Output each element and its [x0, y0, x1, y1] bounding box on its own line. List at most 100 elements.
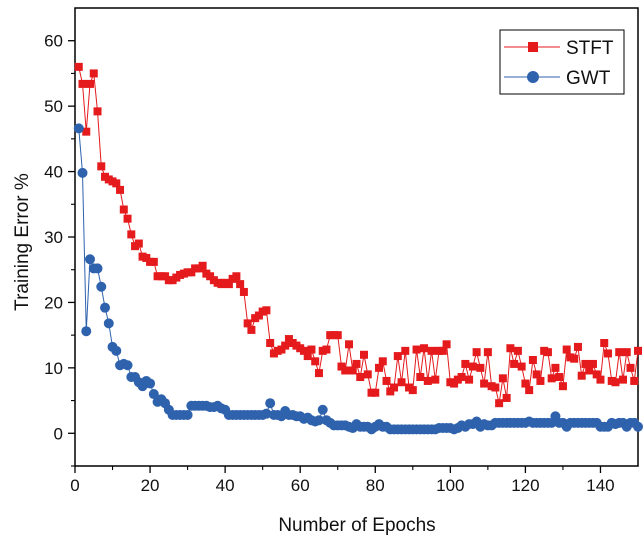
data-point-stft: [307, 345, 316, 354]
data-point-stft: [390, 383, 399, 392]
x-tick-label: 100: [436, 476, 464, 495]
series-line-stft: [78, 66, 639, 404]
data-point-gwt: [265, 398, 276, 409]
y-tick-label: 20: [44, 293, 63, 312]
data-point-stft: [303, 352, 312, 361]
data-point-stft: [611, 378, 620, 387]
data-point-stft: [618, 375, 627, 384]
data-point-stft: [97, 162, 106, 171]
data-point-stft: [532, 370, 541, 379]
data-point-stft: [299, 346, 308, 355]
x-tick-label: 60: [291, 476, 310, 495]
data-point-stft: [375, 363, 384, 372]
data-point-stft: [491, 383, 500, 392]
y-tick-label: 50: [44, 97, 63, 116]
data-point-stft: [592, 370, 601, 379]
data-point-stft: [281, 341, 290, 350]
data-point-stft: [371, 388, 380, 397]
data-point-gwt: [317, 404, 328, 415]
series-layer: [73, 62, 643, 435]
data-point-stft: [93, 107, 102, 116]
data-point-stft: [562, 345, 571, 354]
data-point-stft: [555, 373, 564, 382]
x-tick-label: 0: [70, 476, 79, 495]
x-tick-label: 120: [511, 476, 539, 495]
data-point-stft: [408, 386, 417, 395]
data-point-stft: [543, 348, 552, 357]
data-point-gwt: [96, 281, 107, 292]
data-point-stft: [360, 350, 369, 359]
legend-box: [499, 29, 625, 95]
data-point-stft: [528, 356, 537, 365]
data-point-stft: [266, 338, 275, 347]
data-point-stft: [397, 378, 406, 387]
data-point-gwt: [182, 409, 193, 420]
data-point-gwt: [73, 123, 84, 134]
data-point-stft: [480, 379, 489, 388]
data-point-stft: [127, 230, 136, 239]
data-point-stft: [119, 205, 128, 214]
data-point-stft: [198, 261, 207, 270]
ticks: 0 20 40 60 80 100 120 140 0 10 20 30 40 50 60: [44, 32, 615, 495]
y-tick-label: 40: [44, 163, 63, 182]
data-point-stft: [457, 373, 466, 382]
data-point-stft: [573, 342, 582, 351]
data-point-stft: [74, 62, 83, 71]
data-point-stft: [581, 359, 590, 368]
x-tick-label: 40: [216, 476, 235, 495]
data-point-stft: [551, 363, 560, 372]
data-point-stft: [510, 359, 519, 368]
x-tick-label: 140: [586, 476, 614, 495]
data-point-stft: [588, 359, 597, 368]
y-tick-label: 30: [44, 228, 63, 247]
series-gwt: [73, 123, 643, 435]
x-tick-label: 80: [366, 476, 385, 495]
data-point-stft: [112, 179, 121, 188]
legend-marker-stft: [528, 42, 538, 52]
data-point-stft: [224, 280, 233, 289]
data-point-stft: [149, 257, 158, 266]
data-point-stft: [483, 348, 492, 357]
data-point-stft: [416, 373, 425, 382]
data-point-gwt: [81, 326, 92, 337]
data-point-stft: [521, 379, 530, 388]
data-point-stft: [236, 280, 245, 289]
data-point-stft: [123, 214, 132, 223]
data-point-gwt: [313, 415, 324, 426]
legend-marker-gwt: [527, 71, 539, 83]
data-point-gwt: [148, 389, 159, 400]
data-point-gwt: [92, 263, 103, 274]
data-point-gwt: [85, 254, 96, 265]
legend-label-stft: STFT: [566, 38, 614, 59]
data-point-stft: [232, 272, 241, 281]
data-point-stft: [498, 374, 507, 383]
data-point-stft: [465, 375, 474, 384]
data-point-stft: [262, 306, 271, 315]
data-point-stft: [82, 127, 91, 136]
data-point-stft: [423, 376, 432, 385]
data-point-stft: [468, 362, 477, 371]
data-point-stft: [442, 340, 451, 349]
data-point-stft: [401, 346, 410, 355]
data-point-stft: [344, 340, 353, 349]
data-point-stft: [431, 375, 440, 384]
x-tick-label: 20: [141, 476, 160, 495]
data-point-stft: [626, 363, 635, 372]
data-point-stft: [348, 366, 357, 375]
data-point-stft: [393, 352, 402, 361]
data-point-stft: [615, 348, 624, 357]
data-point-stft: [243, 319, 252, 328]
data-point-stft: [134, 239, 143, 248]
data-point-stft: [585, 366, 594, 375]
data-point-gwt: [633, 421, 643, 432]
data-point-gwt: [77, 167, 88, 178]
data-point-stft: [438, 346, 447, 355]
data-point-gwt: [103, 318, 114, 329]
legend-label-gwt: GWT: [566, 68, 611, 89]
data-point-stft: [476, 363, 485, 372]
data-point-stft: [341, 366, 350, 375]
data-point-stft: [322, 345, 331, 354]
data-point-stft: [314, 369, 323, 378]
data-point-stft: [86, 79, 95, 88]
y-tick-label: 10: [44, 359, 63, 378]
